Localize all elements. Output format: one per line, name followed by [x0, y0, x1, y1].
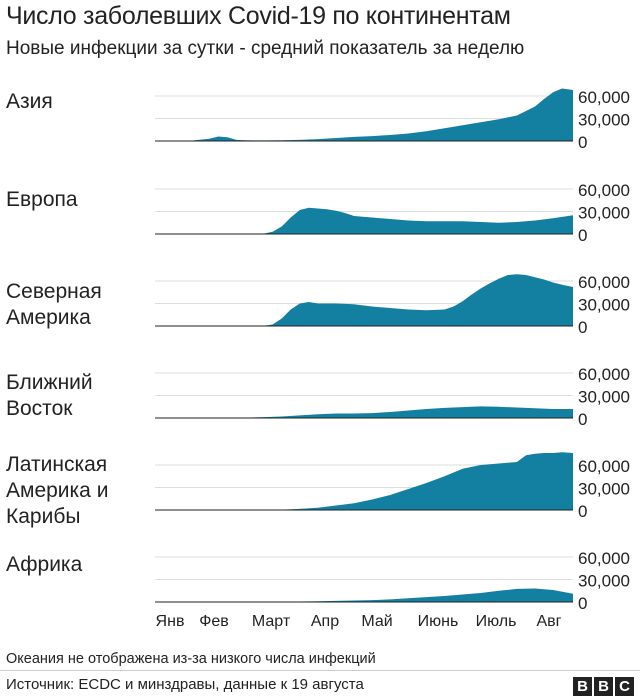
x-tick-8: Авг [536, 613, 561, 630]
region-label-5-line-1: Латинская [6, 453, 108, 476]
series-1-ytick-0: 0 [578, 133, 587, 152]
series-1-area [155, 88, 573, 141]
source-text: Источник: ECDC и минздравы, данные к 19 … [6, 676, 364, 693]
chart-note: Океания не отображена из-за низкого числ… [6, 651, 376, 667]
series-2-area [155, 207, 573, 234]
region-label-3-line-2: Америка [6, 306, 91, 329]
region-label-1-line-1: Азия [6, 90, 53, 113]
series-5-ytick-2: 60,000 [578, 457, 630, 476]
region-label-3: Северная Америка [6, 279, 102, 331]
series-1-ytick-2: 60,000 [578, 88, 630, 107]
series-5-ytick-1: 30,000 [578, 480, 630, 499]
region-label-1: Азия [6, 89, 53, 115]
x-tick-3: Март [252, 613, 291, 630]
series-3-area [155, 274, 573, 326]
region-label-5-line-3: Карибы [6, 505, 81, 528]
region-label-4-line-1: Ближний [6, 371, 93, 394]
region-label-5: Латинская Америка и Карибы [6, 452, 108, 530]
series-4-ytick-1: 30,000 [578, 388, 630, 407]
logo-letter-b2: B [594, 677, 613, 696]
series-4-area [155, 406, 573, 418]
area-charts: 0 30,000 60,000 0 30,000 60,000 0 30,000 60,000 0… [155, 88, 630, 630]
series-3-ytick-0: 0 [578, 318, 587, 337]
x-tick-1: Янв [156, 613, 185, 630]
region-label-2-line-1: Европа [6, 188, 78, 211]
series-4-ytick-2: 60,000 [578, 365, 630, 384]
x-tick-7: Июль [476, 613, 517, 630]
series-2-ytick-2: 60,000 [578, 181, 630, 200]
series-5-ytick-0: 0 [578, 502, 587, 521]
series-6-ytick-2: 60,000 [578, 549, 630, 568]
chart-subtitle: Новые инфекции за сутки - средний показа… [6, 38, 525, 59]
x-tick-2: Фев [199, 613, 229, 630]
region-label-2: Европа [6, 187, 78, 213]
x-tick-4: Апр [311, 613, 339, 630]
series-4-ytick-0: 0 [578, 410, 587, 429]
x-tick-5: Май [361, 613, 392, 630]
region-label-6-line-1: Африка [6, 553, 83, 576]
region-label-4-line-2: Восток [6, 397, 73, 420]
region-label-4: Ближний Восток [6, 370, 93, 422]
bbc-logo: B B C [573, 677, 634, 696]
logo-letter-c: C [615, 677, 634, 696]
series-1-ytick-1: 30,000 [578, 111, 630, 130]
series-6-ytick-1: 30,000 [578, 572, 630, 591]
series-6-area [155, 588, 573, 602]
logo-letter-b1: B [573, 677, 592, 696]
footer-divider [0, 670, 640, 671]
series-3-ytick-1: 30,000 [578, 296, 630, 315]
x-tick-6: Июнь [418, 613, 459, 630]
region-label-5-line-2: Америка и [6, 479, 109, 502]
region-label-3-line-1: Северная [6, 280, 102, 303]
chart-title: Число заболевших Covid-19 по континентам [6, 2, 511, 30]
series-5-area [155, 452, 573, 510]
region-label-6: Африка [6, 552, 82, 578]
series-2-ytick-0: 0 [578, 226, 587, 245]
series-3-ytick-2: 60,000 [578, 273, 630, 292]
series-6-ytick-0: 0 [578, 594, 587, 613]
series-2-ytick-1: 30,000 [578, 204, 630, 223]
